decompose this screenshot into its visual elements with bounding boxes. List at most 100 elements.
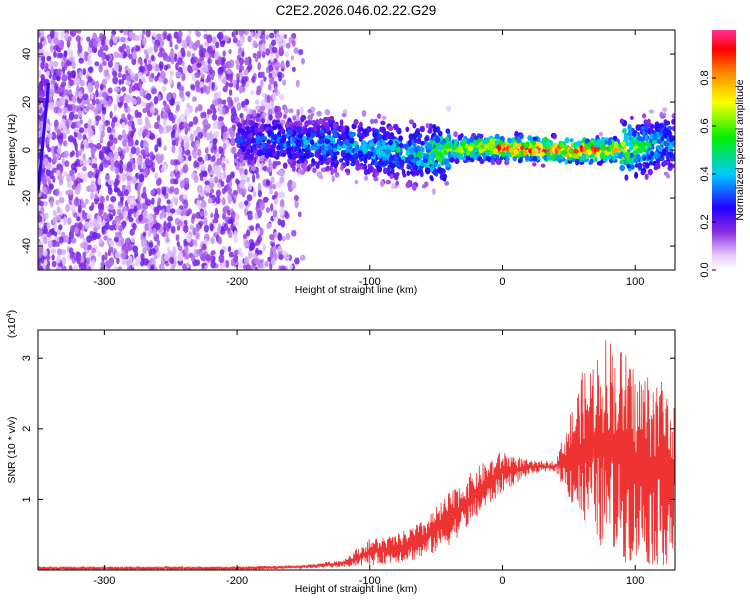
spectrogram-cell <box>55 265 62 270</box>
spectrogram-cell <box>154 121 159 130</box>
spectrogram-cell <box>79 171 84 180</box>
spectrogram-cell <box>490 160 496 166</box>
spectrogram-cell <box>191 213 196 220</box>
spectrogram-cell <box>189 224 194 231</box>
spectrogram-cell <box>98 216 102 226</box>
spectrogram-cell <box>184 253 190 260</box>
spectrogram-cell <box>270 257 276 266</box>
spectrogram-cell <box>156 239 161 247</box>
spectrogram-cell <box>422 158 429 164</box>
spectrogram-cell <box>419 125 425 133</box>
spectrogram-cell <box>268 32 275 39</box>
spectrogram-cell <box>94 107 99 115</box>
spectrogram-cell <box>86 235 92 243</box>
spectrogram-cell <box>630 164 635 170</box>
spectrogram-cell <box>222 86 228 93</box>
spectrogram-cell <box>182 164 189 174</box>
spectrogram-cell <box>56 68 62 77</box>
spectrogram-cell <box>211 81 215 90</box>
spectrogram-cell <box>126 175 133 182</box>
spectrogram-cell <box>353 153 359 160</box>
spectrogram-cell <box>131 58 137 66</box>
spectrogram-cell <box>228 82 234 88</box>
spectrogram-cell <box>513 141 518 149</box>
spectrogram-cell <box>426 143 433 150</box>
spectrogram-cell <box>210 236 215 245</box>
spectrogram-cell <box>71 237 77 244</box>
spectrogram-cell <box>82 251 87 258</box>
spectrogram-cell <box>340 150 346 158</box>
spectrogram-cell <box>149 151 154 160</box>
spectrogram-cell <box>142 186 147 194</box>
spectrogram-cell <box>74 142 78 152</box>
spectrogram-cell <box>153 95 159 105</box>
spectrogram-cell <box>82 93 89 101</box>
spectrogram-cell <box>647 168 653 176</box>
spectrogram-cell <box>44 50 50 56</box>
spectrogram-cell <box>203 210 208 217</box>
spectrogram-cell <box>250 31 254 37</box>
spectrogram-streak <box>38 82 51 194</box>
spectrogram-cell <box>40 206 45 215</box>
spectrogram-cell <box>319 129 325 134</box>
spectrogram-cell <box>183 219 188 226</box>
spectrogram-cell <box>179 135 183 143</box>
spectrogram-cell <box>121 129 126 139</box>
spectrogram-cell <box>383 159 389 167</box>
spectrogram-cell <box>215 151 220 158</box>
colorbar-tick-label: 0.4 <box>699 166 711 181</box>
spectrogram-cell <box>60 81 67 88</box>
spectrogram-cell <box>193 160 198 169</box>
spectrogram-cell <box>266 167 271 173</box>
spectrogram-cell <box>122 138 127 147</box>
y-tick-label: -40 <box>21 238 33 254</box>
spectrogram-cell <box>431 151 436 158</box>
spectrogram-cell <box>406 165 411 170</box>
spectrogram-cell <box>197 104 203 112</box>
spectrogram-cell <box>579 144 584 152</box>
spectrogram-cell <box>212 121 219 130</box>
spectrogram-cell <box>166 35 171 41</box>
spectrogram-cell <box>363 157 368 164</box>
spectrogram-cell <box>79 158 83 166</box>
snr-multiplier: (x104) <box>4 310 18 338</box>
spectrogram-cell <box>254 130 258 135</box>
spectrogram-cell <box>90 191 94 200</box>
spectrogram-cell <box>182 207 187 216</box>
spectrogram-cell <box>264 261 269 268</box>
spectrogram-cell <box>81 98 88 105</box>
spectrogram-cell <box>121 86 127 92</box>
spectrogram-cell <box>273 57 278 64</box>
spectrogram-cell <box>77 110 83 118</box>
spectrogram-cell <box>344 168 351 173</box>
spectrogram-cell <box>192 42 198 51</box>
spectrogram-cell <box>296 159 302 164</box>
spectrogram-cell <box>552 132 557 140</box>
spectrogram-cell <box>150 189 156 196</box>
spectrogram-cell <box>40 255 45 264</box>
spectrogram-cell <box>324 108 331 116</box>
spectrogram-cell <box>301 136 307 141</box>
spectrogram-cell <box>437 166 443 174</box>
x-tick-label: -200 <box>226 575 248 587</box>
spectrogram-cell <box>137 118 143 126</box>
spectrogram-cell <box>619 151 624 157</box>
spectrogram-cell <box>500 151 506 157</box>
spectrogram-cell <box>202 84 207 94</box>
spectrogram-cell <box>109 38 114 48</box>
spectrogram-cell <box>654 162 660 169</box>
spectrogram-cell <box>134 34 140 42</box>
spectrogram-cell <box>388 158 393 164</box>
spectrogram-cell <box>112 35 118 44</box>
spectrogram-cell <box>235 82 240 91</box>
spectrogram-cell <box>280 219 286 228</box>
spectrogram-cell <box>235 59 240 65</box>
spectrogram-cell <box>126 244 133 252</box>
spectrogram-cell <box>82 134 87 140</box>
spectrogram-cell <box>113 186 119 193</box>
spectrogram-cell <box>635 124 641 131</box>
spectrogram-cell <box>151 197 155 205</box>
spectrogram-cell <box>282 162 288 169</box>
y-tick-label: 1 <box>21 496 33 502</box>
spectrogram-cell <box>82 241 89 250</box>
